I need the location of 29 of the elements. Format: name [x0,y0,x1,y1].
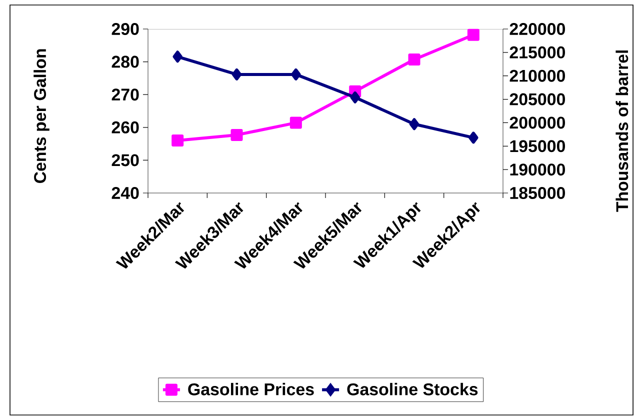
legend-label: Gasoline Stocks [347,382,478,396]
y-tick-label: 260 [112,121,139,134]
point [409,118,420,130]
y-tick-label: 270 [112,88,139,101]
point [232,68,242,80]
y2-tick-label: 195000 [510,140,565,152]
point [291,68,301,80]
y2-tick-label: 220000 [510,23,565,35]
y2-tick-label: 185000 [510,187,565,199]
point [230,128,243,141]
y2-tick-label: 210000 [510,70,565,82]
y2-axis-title: Thousands of barrel [616,50,628,212]
point [172,134,184,147]
y-tick-label: 240 [112,187,139,199]
point [467,28,480,41]
legend-label: Gasoline Prices [188,382,314,396]
y2-tick-label: 205000 [510,93,565,106]
y-tick-label: 290 [112,23,139,36]
y-tick-label: 250 [112,154,139,166]
y2-tick-label: 190000 [510,164,565,176]
y2-tick-label: 200000 [510,116,565,129]
y2-tick-label: 215000 [510,46,565,58]
y-axis-title: Cents per Gallon [34,49,50,183]
point [172,50,182,63]
y-tick-label: 280 [112,56,139,68]
point [408,54,420,66]
point [290,116,302,129]
point [468,132,478,144]
point [350,91,360,104]
